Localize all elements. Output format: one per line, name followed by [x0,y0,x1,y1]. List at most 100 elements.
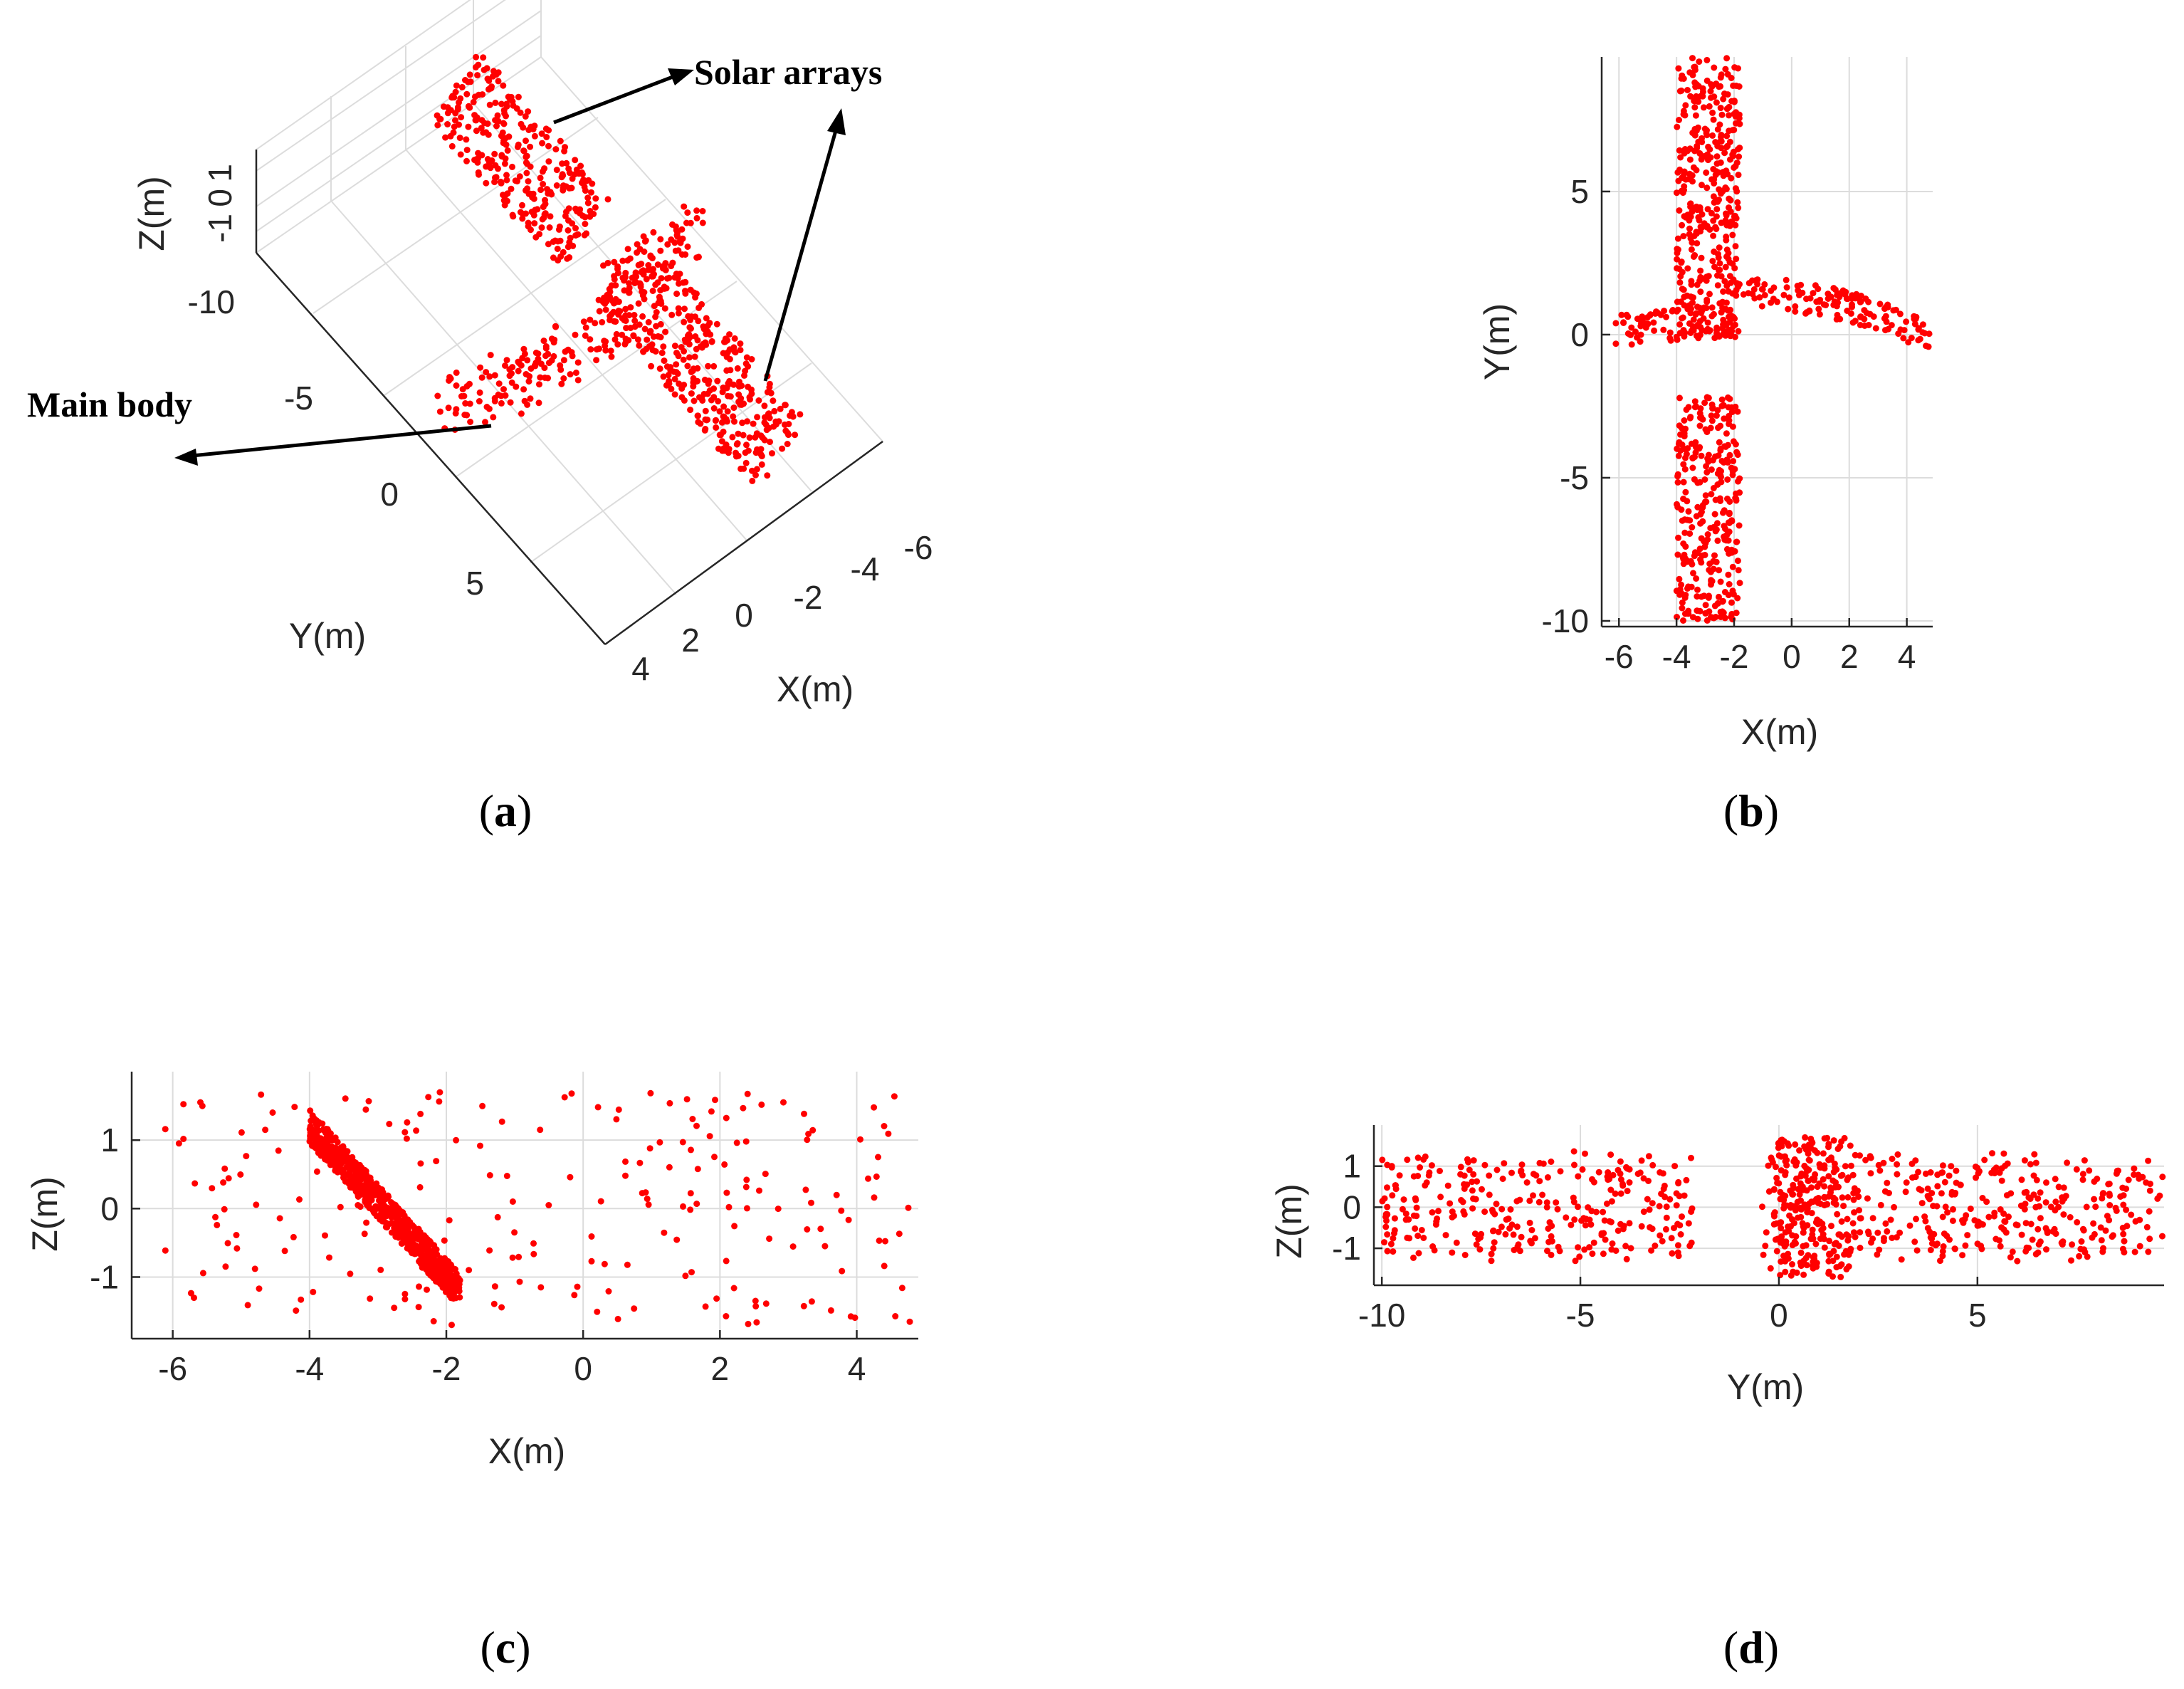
data-point [732,349,739,356]
data-point [572,331,579,338]
data-point [1697,228,1704,235]
data-point [458,83,466,90]
data-point [1735,328,1742,335]
data-point [673,1236,681,1243]
data-point [1608,1198,1615,1205]
data-point [714,377,721,385]
data-point [730,381,737,388]
panel-b-ytick: 0 [1570,316,1589,353]
data-point [1703,56,1711,63]
data-point [1989,1150,1995,1157]
data-point [492,99,499,106]
data-point [1913,313,1920,320]
data-point [500,120,507,127]
data-point [519,202,525,209]
data-point [1699,504,1706,511]
data-point [1972,1164,1979,1171]
data-point [725,392,732,399]
data-point [647,328,654,335]
data-point [347,1178,355,1185]
data-point [593,357,600,364]
data-point [1785,1255,1792,1262]
data-point [1735,204,1742,211]
data-point [1832,1179,1839,1186]
data-point [452,117,458,124]
data-point [1661,1193,1669,1201]
data-point [708,1108,715,1115]
data-point [1681,417,1688,424]
data-point [442,1282,448,1289]
data-point [584,194,592,202]
data-point [525,219,532,226]
data-point [500,386,507,393]
data-point [1425,1172,1432,1179]
data-point [448,1295,456,1302]
arrow-head [174,449,198,466]
data-point [1711,64,1718,71]
data-point [2084,1253,2091,1260]
data-point [594,1308,601,1315]
data-point [2120,1201,2127,1208]
data-point [1457,1164,1464,1171]
data-point [1718,479,1725,486]
data-point [754,414,761,421]
data-point [1724,476,1731,483]
data-point [1696,58,1703,66]
data-point [2106,1192,2113,1199]
data-point [1698,254,1705,261]
data-point [382,1196,389,1203]
data-point [1797,1197,1804,1204]
data-point [436,1089,443,1096]
panel-a-ytick: -10 [188,283,235,320]
data-point [180,1136,187,1142]
data-point [515,93,522,100]
data-point [1720,95,1727,103]
data-point [1924,1193,1931,1200]
data-point [1735,283,1742,291]
data-point [1726,451,1733,459]
data-point [426,1259,433,1266]
data-point [581,231,588,239]
data-point [2033,1176,2040,1183]
data-point [364,1188,372,1195]
data-point [542,125,550,132]
data-point [572,232,579,239]
data-point [634,241,641,248]
panel-d-yz-scatter: -10 -5 0 5 1 0 -1 Y(m) Z(m) (d) [1269,1125,2166,1673]
data-point [509,98,516,105]
data-point [847,1313,854,1320]
data-point [485,85,492,93]
panel-a-ytick: -5 [284,380,313,417]
data-point [1600,1250,1607,1257]
data-point [744,418,750,425]
data-point [517,109,524,116]
data-point [500,107,508,114]
data-point [1777,1272,1784,1279]
data-point [1716,495,1723,502]
data-point [1924,1185,1931,1192]
data-point [671,342,678,350]
data-point [2113,1207,2120,1214]
data-point [1722,525,1728,533]
data-point [1469,1205,1476,1212]
data-point [1731,126,1738,133]
data-point [440,103,447,110]
data-point [587,336,594,343]
data-point [758,453,765,460]
data-point [569,242,577,249]
data-point [1946,1236,1953,1243]
data-point [1990,1166,1997,1173]
data-point [1674,503,1681,511]
data-point [1694,550,1701,557]
data-point [1816,310,1823,318]
data-point [1412,1196,1419,1203]
data-point [1876,300,1884,308]
data-point [1449,1249,1456,1256]
data-point [733,1139,740,1146]
data-point [1723,221,1731,229]
data-point [433,1158,440,1165]
data-point [1486,1191,1493,1198]
caption-a: (a) [479,785,532,836]
data-point [1675,534,1681,541]
data-point [1782,1268,1789,1275]
